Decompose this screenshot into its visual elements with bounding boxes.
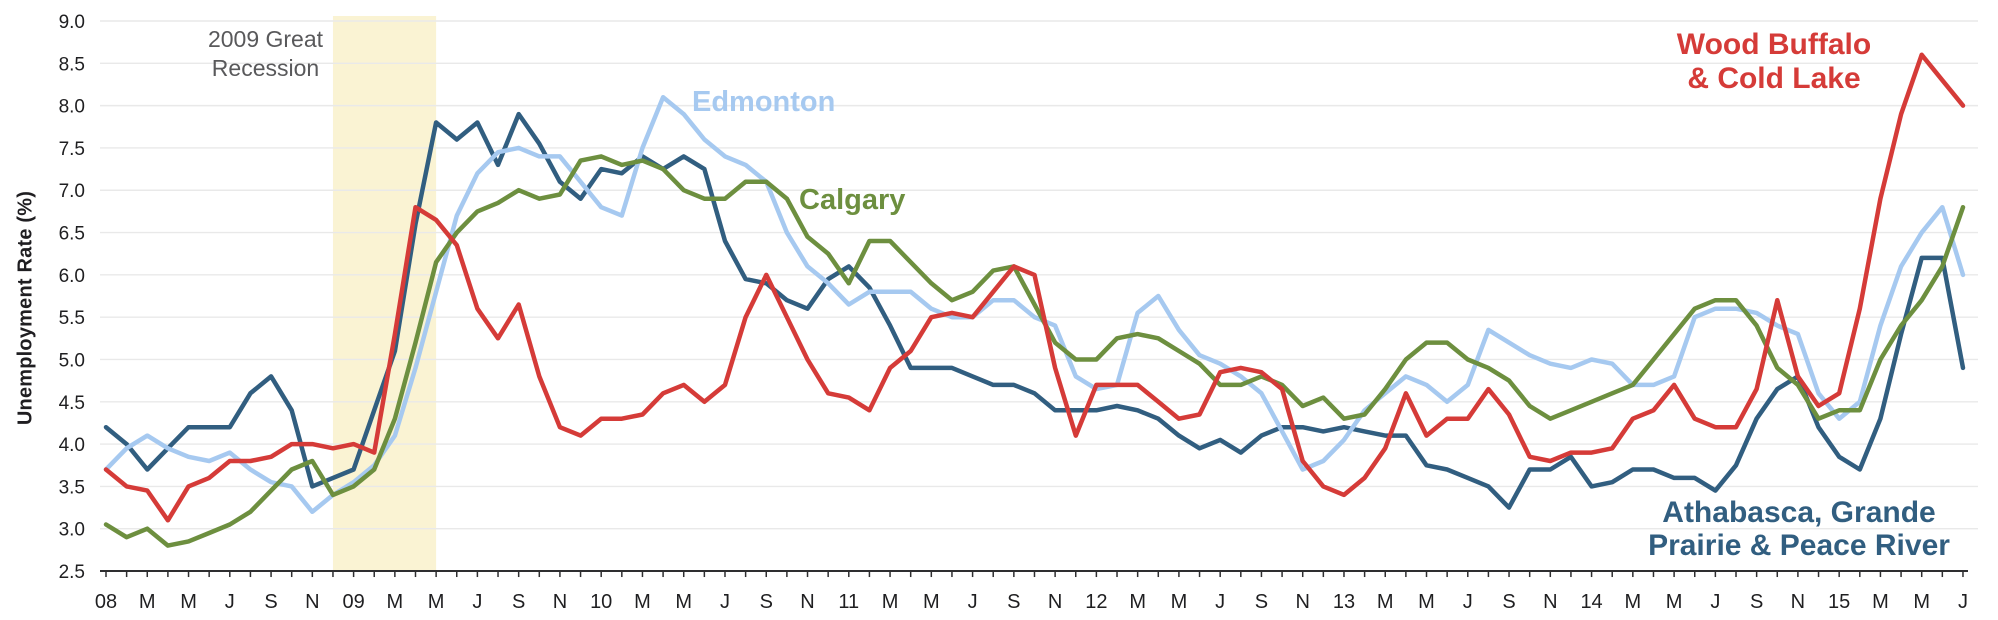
y-axis-title: Unemployment Rate (%) xyxy=(14,190,37,426)
x-tick-label: 11 xyxy=(838,591,859,613)
series-label-calgary: Calgary xyxy=(799,184,906,216)
x-tick-label: J xyxy=(472,591,482,613)
y-tick-label: 2.5 xyxy=(59,562,85,583)
y-tick-label: 8.0 xyxy=(59,97,85,118)
x-tick-label: M xyxy=(180,591,197,613)
y-tick-label: 9.0 xyxy=(59,12,85,33)
series-label-athabasca: Athabasca, Grande Prairie & Peace River xyxy=(1625,496,1973,562)
x-tick-label: S xyxy=(512,591,525,613)
x-tick-label: 15 xyxy=(1828,591,1850,613)
y-tick-label: 7.0 xyxy=(59,181,85,202)
recession-annotation-line1: 2009 Great xyxy=(207,26,324,52)
y-tick-label: 5.5 xyxy=(59,308,85,329)
x-tick-label: N xyxy=(553,591,567,613)
x-tick-label: N xyxy=(800,591,814,613)
x-tick-label: 08 xyxy=(95,591,117,613)
x-tick-label: 12 xyxy=(1085,591,1107,613)
x-tick-label: M xyxy=(923,591,940,613)
series-line-athabasca xyxy=(103,111,1966,510)
x-tick-label: J xyxy=(720,591,730,613)
x-tick-label: M xyxy=(428,591,445,613)
series-label-athabasca-line1: Athabasca, Grande xyxy=(1662,496,1936,529)
x-tick-label: M xyxy=(1666,591,1683,613)
x-tick-label: N xyxy=(305,591,319,613)
x-tick-label: M xyxy=(387,591,404,613)
x-tick-label: J xyxy=(1463,591,1473,613)
x-tick-label: 10 xyxy=(590,591,612,613)
x-tick-label: N xyxy=(1295,591,1309,613)
x-tick-label: M xyxy=(1625,591,1642,613)
x-tick-label: M xyxy=(634,591,651,613)
series-label-edmonton: Edmonton xyxy=(692,86,836,118)
x-tick-label: 13 xyxy=(1333,591,1355,613)
series-line-edmonton xyxy=(103,94,1966,515)
x-tick-label: S xyxy=(1750,591,1763,613)
recession-band xyxy=(332,16,437,572)
x-tick-label: M xyxy=(675,591,692,613)
x-tick-label: 14 xyxy=(1580,591,1602,613)
x-tick-label: N xyxy=(1791,591,1805,613)
y-tick-label: 7.5 xyxy=(59,139,85,160)
y-tick-label: 3.0 xyxy=(59,520,85,541)
x-tick-label: S xyxy=(760,591,773,613)
x-tick-label: M xyxy=(1129,591,1146,613)
y-tick-label: 3.5 xyxy=(59,477,85,498)
y-tick-label: 8.5 xyxy=(59,54,85,75)
x-tick-label: 09 xyxy=(342,591,364,613)
series-label-wood-buffalo-line2: & Cold Lake xyxy=(1687,62,1861,95)
x-tick-label: M xyxy=(139,591,156,613)
x-tick-label: J xyxy=(225,591,235,613)
x-tick-label: N xyxy=(1543,591,1557,613)
recession-annotation-line2: Recession xyxy=(211,55,320,81)
x-tick-label: J xyxy=(968,591,978,613)
x-tick-label: J xyxy=(1215,591,1225,613)
y-tick-label: 6.0 xyxy=(59,266,85,287)
y-tick-label: 6.5 xyxy=(59,224,85,245)
x-tick-label: S xyxy=(264,591,277,613)
y-tick-label: 5.0 xyxy=(59,350,85,371)
x-tick-label: M xyxy=(1872,591,1889,613)
x-tick-label: S xyxy=(1255,591,1268,613)
series-label-athabasca-line2: Prairie & Peace River xyxy=(1648,529,1950,562)
x-tick-label: N xyxy=(1048,591,1062,613)
y-tick-label: 4.5 xyxy=(59,393,85,414)
x-tick-label: M xyxy=(1171,591,1188,613)
x-tick-label: M xyxy=(1377,591,1394,613)
x-tick-label: M xyxy=(882,591,899,613)
series-label-wood-buffalo: Wood Buffalo & Cold Lake xyxy=(1643,28,1905,96)
series-line-calgary xyxy=(103,154,1966,548)
x-tick-label: S xyxy=(1007,591,1020,613)
x-tick-label: J xyxy=(1710,591,1720,613)
x-tick-label: S xyxy=(1502,591,1515,613)
x-tick-label: J xyxy=(1958,591,1968,613)
series-label-wood-buffalo-line1: Wood Buffalo xyxy=(1676,28,1872,61)
series-line-wood_buffalo xyxy=(103,52,1966,523)
x-tick-label: M xyxy=(1418,591,1435,613)
recession-annotation: 2009 Great Recession xyxy=(178,25,353,83)
y-tick-label: 4.0 xyxy=(59,435,85,456)
x-tick-label: M xyxy=(1913,591,1930,613)
